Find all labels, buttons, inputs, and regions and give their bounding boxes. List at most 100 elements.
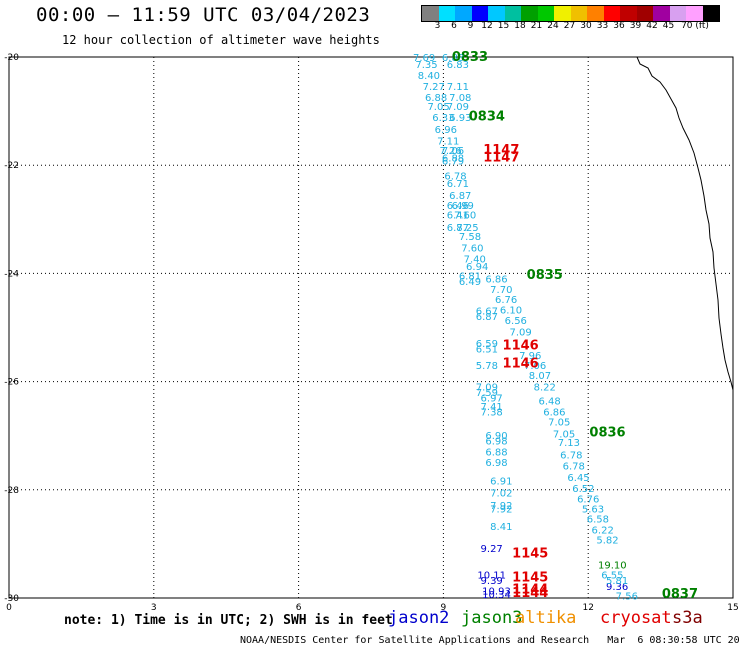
color-scale-label: 9 [467, 21, 474, 31]
data-label: 9.39 [481, 576, 503, 587]
data-label: 8.07 [529, 371, 551, 382]
data-label: 7.09 [509, 327, 531, 338]
data-label: 6.88 [425, 93, 447, 104]
color-scale-label: 15 [497, 21, 510, 31]
footer-credit: NOAA/NESDIS Center for Satellite Applica… [240, 635, 740, 646]
color-swatch [686, 6, 703, 21]
data-label: 7.56 [616, 591, 638, 602]
coastline [636, 56, 734, 391]
data-label: 1147 [483, 151, 519, 166]
data-label: 6.33 [432, 113, 454, 124]
color-swatch [653, 6, 670, 21]
color-scale-label: 45 [662, 21, 675, 31]
color-scale-label: 36 [613, 21, 625, 31]
data-label: 7.02 [490, 489, 512, 500]
data-label: 6.86 [485, 274, 507, 285]
data-label: 6.48 [538, 397, 560, 408]
data-label: 19.10 [598, 560, 627, 571]
color-scale-label: 33 [596, 21, 609, 31]
data-label: 6.78 [560, 451, 582, 462]
data-label: 6.79 [442, 156, 464, 167]
data-label: 7.11 [437, 136, 459, 147]
data-label: 6.59 [476, 339, 498, 350]
data-label: 6.90 [485, 431, 507, 442]
y-tick-label: -30 [4, 594, 19, 604]
data-label: 0834 [469, 110, 505, 125]
data-label: 6.71 [447, 179, 469, 190]
data-label: 7.09 [476, 382, 498, 393]
data-label: 0833 [452, 50, 488, 65]
data-label: 7.13 [558, 438, 580, 449]
data-label: 6.49 [459, 277, 481, 288]
data-label: 7.09 [447, 102, 469, 113]
data-label: 6.94 [466, 262, 488, 273]
color-scale-label: 12 [481, 21, 493, 31]
data-label: 7.60 [454, 210, 476, 221]
data-label: 6.86 [543, 407, 565, 418]
data-label: 7.08 [449, 93, 471, 104]
color-scale-bar [421, 5, 720, 22]
data-label: 7.96 [519, 351, 541, 362]
data-label: 6.98 [485, 437, 507, 448]
x-tick-label: 15 [727, 603, 738, 613]
data-label: 7.38 [481, 407, 503, 418]
data-label: 8.22 [534, 382, 556, 393]
data-label: 7.06 [442, 146, 464, 157]
color-scale-label: 18 [514, 21, 526, 31]
color-swatch [603, 6, 620, 21]
color-swatch [438, 6, 455, 21]
data-label: 0837 [662, 587, 698, 602]
data-label: 6.46 [447, 201, 469, 212]
data-label: 7.70 [490, 285, 512, 296]
data-label: 6.97 [481, 393, 503, 404]
data-label: 6.87 [447, 223, 469, 234]
data-label: 5.63 [582, 505, 604, 516]
data-label: 10.93 [482, 586, 511, 597]
data-label: 6.81 [459, 272, 481, 283]
data-label: 6.76 [577, 494, 599, 505]
legend-jason2: jason2 [388, 608, 450, 628]
color-swatch [504, 6, 521, 21]
data-label: 8.40 [418, 71, 440, 82]
color-scale-label: 27 [563, 21, 576, 31]
data-label: 6.41 [447, 210, 469, 221]
data-label: 6.52 [572, 484, 594, 495]
data-label: 6.88 [442, 53, 464, 64]
data-label: 7.92 [490, 501, 512, 512]
data-label: 10.11 [477, 571, 506, 582]
color-swatch [620, 6, 637, 21]
color-scale-labels: 3 6 9 12 15 18 21 24 27 30 33 36 39 42 45 70 (ft) [421, 21, 740, 33]
data-label: 7.40 [464, 254, 486, 265]
data-label: 7.58 [459, 232, 481, 243]
chart-title: 00:00 – 11:59 UTC 03/04/2023 [36, 4, 371, 26]
units-note: note: 1) Time is in UTC; 2) SWH is in fe… [64, 613, 393, 628]
color-swatch [521, 6, 538, 21]
data-label: 6.45 [567, 473, 589, 484]
color-scale-label: 3 [434, 21, 441, 31]
legend-altika: altika [515, 608, 577, 628]
data-label: 0835 [527, 268, 563, 283]
data-label: 6.56 [505, 316, 527, 327]
data-label: 7.25 [456, 223, 478, 234]
color-swatch [488, 6, 505, 21]
data-label: 10.34 [482, 590, 511, 601]
data-label: 6.78 [444, 171, 466, 182]
y-tick-label: -26 [4, 378, 19, 388]
data-label: 6.55 [601, 571, 623, 582]
data-label: 6.78 [563, 461, 585, 472]
data-label: 6.76 [495, 295, 517, 306]
color-swatch [587, 6, 604, 21]
x-tick-label: 3 [151, 603, 157, 613]
data-label: 5.82 [596, 536, 618, 547]
data-label: 6.88 [485, 447, 507, 458]
color-scale-label: 24 [547, 21, 559, 31]
data-label: 6.10 [500, 306, 522, 317]
chart-subtitle: 12 hour collection of altimeter wave hei… [62, 33, 380, 47]
color-swatch [471, 6, 488, 21]
data-label: 9.27 [481, 544, 503, 555]
color-swatch [422, 6, 439, 21]
data-label: 7.27 [423, 82, 445, 93]
color-swatch [702, 6, 719, 21]
data-label: 9.36 [606, 582, 628, 593]
data-label: 6.87 [449, 191, 471, 202]
